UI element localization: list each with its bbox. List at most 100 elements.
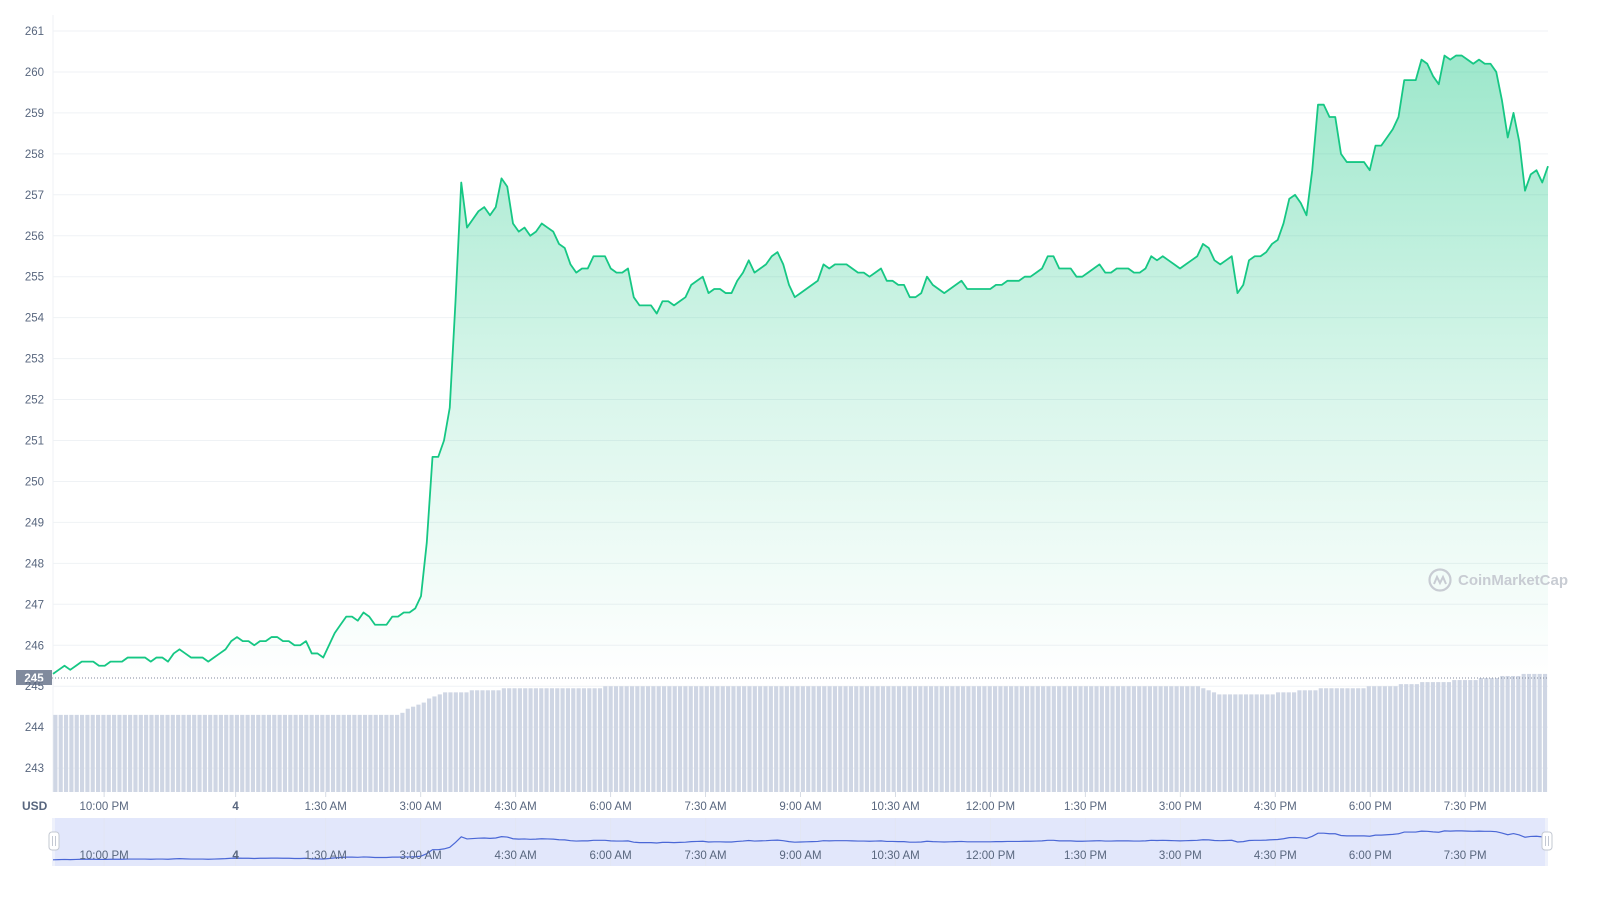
volume-bar bbox=[384, 714, 389, 792]
volume-bar bbox=[1286, 692, 1291, 792]
volume-bar bbox=[688, 686, 693, 792]
volume-bar bbox=[288, 714, 293, 792]
volume-bar bbox=[512, 688, 517, 792]
navigator-tick-label: 4 bbox=[232, 850, 239, 862]
volume-bar bbox=[677, 686, 683, 792]
x-tick-label: 9:00 AM bbox=[779, 801, 821, 813]
volume-bar bbox=[619, 686, 624, 792]
volume-bar bbox=[774, 686, 779, 792]
volume-bar bbox=[592, 688, 597, 792]
y-tick-label: 259 bbox=[25, 108, 44, 120]
volume-bar bbox=[549, 688, 554, 792]
volume-bar bbox=[1532, 673, 1537, 792]
volume-bar bbox=[1366, 686, 1371, 792]
volume-bar bbox=[555, 688, 560, 792]
volume-bar bbox=[976, 686, 982, 792]
volume-bar bbox=[1505, 675, 1510, 792]
volume-bar bbox=[149, 714, 154, 792]
volume-bar bbox=[533, 688, 538, 792]
volume-bar bbox=[464, 692, 469, 792]
volume-bar bbox=[501, 688, 506, 792]
volume-bar bbox=[1350, 688, 1355, 792]
volume-bar bbox=[1179, 686, 1185, 792]
volume-bar bbox=[645, 686, 651, 792]
volume-bar bbox=[886, 686, 891, 792]
volume-bar bbox=[69, 714, 74, 792]
volume-bar bbox=[309, 714, 314, 792]
volume-bar bbox=[576, 688, 581, 792]
volume-bars bbox=[53, 673, 1548, 792]
volume-bar bbox=[667, 686, 672, 792]
volume-bar bbox=[1126, 686, 1131, 792]
volume-bar bbox=[459, 692, 464, 792]
volume-bar bbox=[144, 714, 149, 792]
volume-bar bbox=[1147, 686, 1152, 792]
volume-bar bbox=[272, 714, 277, 792]
y-tick-label: 253 bbox=[25, 354, 44, 366]
volume-bar bbox=[1313, 690, 1318, 792]
x-tick-label: 7:30 PM bbox=[1444, 801, 1487, 813]
volume-bar bbox=[1489, 678, 1494, 792]
navigator-handle-right[interactable] bbox=[1541, 831, 1553, 851]
navigator-tick-label: 3:00 PM bbox=[1159, 850, 1202, 862]
volume-bar bbox=[133, 714, 138, 792]
volume-bar bbox=[1030, 686, 1035, 792]
volume-bar bbox=[1537, 673, 1542, 792]
price-line bbox=[52, 54, 1549, 675]
x-tick-label: 3:00 AM bbox=[400, 801, 442, 813]
volume-bar bbox=[128, 714, 133, 792]
volume-bar bbox=[624, 686, 629, 792]
y-tick-label: 245 bbox=[25, 681, 44, 693]
volume-bar bbox=[485, 690, 490, 792]
volume-bar bbox=[79, 714, 85, 792]
volume-bar bbox=[1131, 686, 1136, 792]
volume-bar bbox=[763, 686, 768, 792]
volume-bar bbox=[816, 686, 821, 792]
volume-bar bbox=[427, 698, 432, 792]
volume-bar bbox=[923, 686, 928, 792]
volume-bar bbox=[891, 686, 896, 792]
volume-bar bbox=[341, 714, 346, 792]
volume-bar bbox=[768, 686, 773, 792]
volume-bar bbox=[517, 688, 522, 792]
volume-bar bbox=[1222, 694, 1227, 792]
volume-bar bbox=[880, 686, 886, 792]
volume-bar bbox=[613, 686, 619, 792]
navigator-tick-label: 12:00 PM bbox=[966, 850, 1015, 862]
volume-bar bbox=[1067, 686, 1072, 792]
navigator-handle-left[interactable] bbox=[48, 831, 60, 851]
volume-bar bbox=[320, 714, 325, 792]
current-price-box bbox=[16, 670, 52, 686]
volume-bar bbox=[480, 690, 485, 792]
volume-bar bbox=[1238, 694, 1243, 792]
volume-bar bbox=[1227, 694, 1233, 792]
volume-bar bbox=[939, 686, 944, 792]
volume-bar bbox=[234, 714, 239, 792]
volume-bar bbox=[1153, 686, 1158, 792]
volume-bar bbox=[1073, 686, 1078, 792]
volume-bar bbox=[1329, 688, 1334, 792]
volume-bar bbox=[1302, 690, 1307, 792]
navigator-tick-label: 6:00 AM bbox=[589, 850, 631, 862]
volume-bar bbox=[1211, 692, 1217, 792]
x-tick-label: 10:00 PM bbox=[80, 801, 129, 813]
volume-bar bbox=[683, 686, 688, 792]
watermark-text: CoinMarketCap bbox=[1458, 572, 1568, 589]
y-tick-label: 255 bbox=[25, 272, 44, 284]
volume-bar bbox=[790, 686, 795, 792]
volume-bar bbox=[1436, 682, 1441, 792]
x-tick-label: 10:30 AM bbox=[871, 801, 920, 813]
volume-bar bbox=[1062, 686, 1067, 792]
volume-bar bbox=[987, 686, 992, 792]
volume-bar bbox=[224, 714, 229, 792]
y-axis-ticks: 243 244 245 246 247 248 249 250 251 252 253 254 255 2… bbox=[25, 26, 45, 775]
range-navigator[interactable]: 10:00 PM 4 1:30 AM 3:00 AM 4:30 AM 6:00 AM 7:3… bbox=[48, 818, 1553, 866]
navigator-tick-label: 6:00 PM bbox=[1349, 850, 1392, 862]
volume-bar bbox=[864, 686, 870, 792]
volume-bar bbox=[1078, 686, 1083, 792]
volume-bar bbox=[1526, 673, 1532, 792]
volume-bar bbox=[752, 686, 757, 792]
volume-bar bbox=[63, 714, 69, 792]
volume-bar bbox=[966, 686, 971, 792]
